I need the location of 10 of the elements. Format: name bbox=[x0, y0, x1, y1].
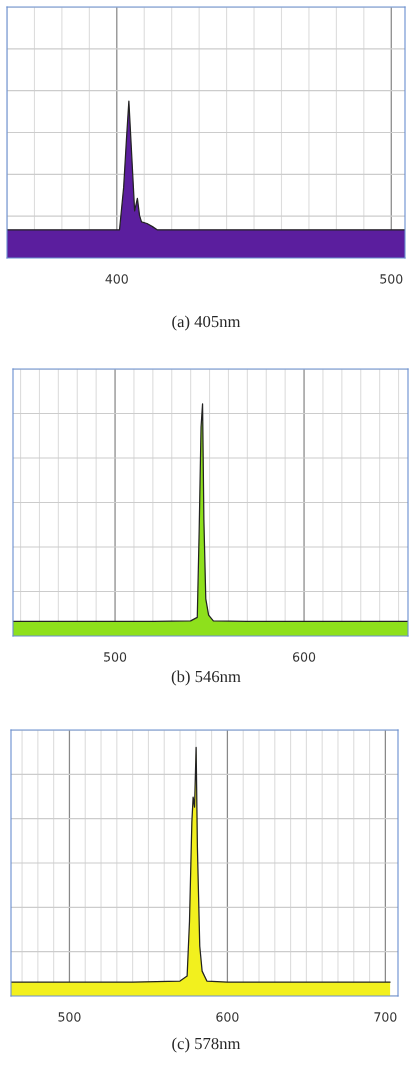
text: (b) 546nm bbox=[171, 670, 241, 686]
x-tick-label: 500 bbox=[58, 1012, 81, 1022]
x-tick-label: 400 bbox=[105, 274, 128, 284]
x-tick-label: 600 bbox=[293, 652, 316, 662]
x-tick-label: 500 bbox=[104, 652, 127, 662]
x-tick-label: 600 bbox=[216, 1012, 239, 1022]
x-tick-label: 700 bbox=[374, 1012, 397, 1022]
x-tick-label: 500 bbox=[380, 274, 403, 284]
text: (c) 578nm bbox=[172, 1037, 241, 1053]
text: (a) 405nm bbox=[172, 315, 241, 331]
